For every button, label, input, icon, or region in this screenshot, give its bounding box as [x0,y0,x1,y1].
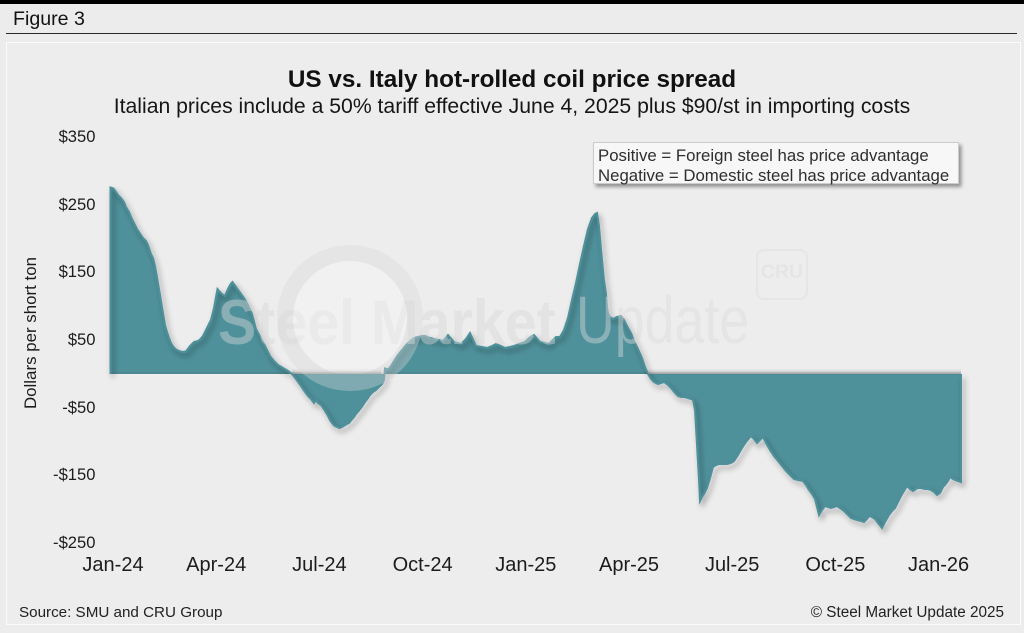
svg-text:CRU: CRU [761,261,803,283]
svg-text:Steel Market: Steel Market [218,286,556,357]
svg-text:Update: Update [576,282,749,357]
